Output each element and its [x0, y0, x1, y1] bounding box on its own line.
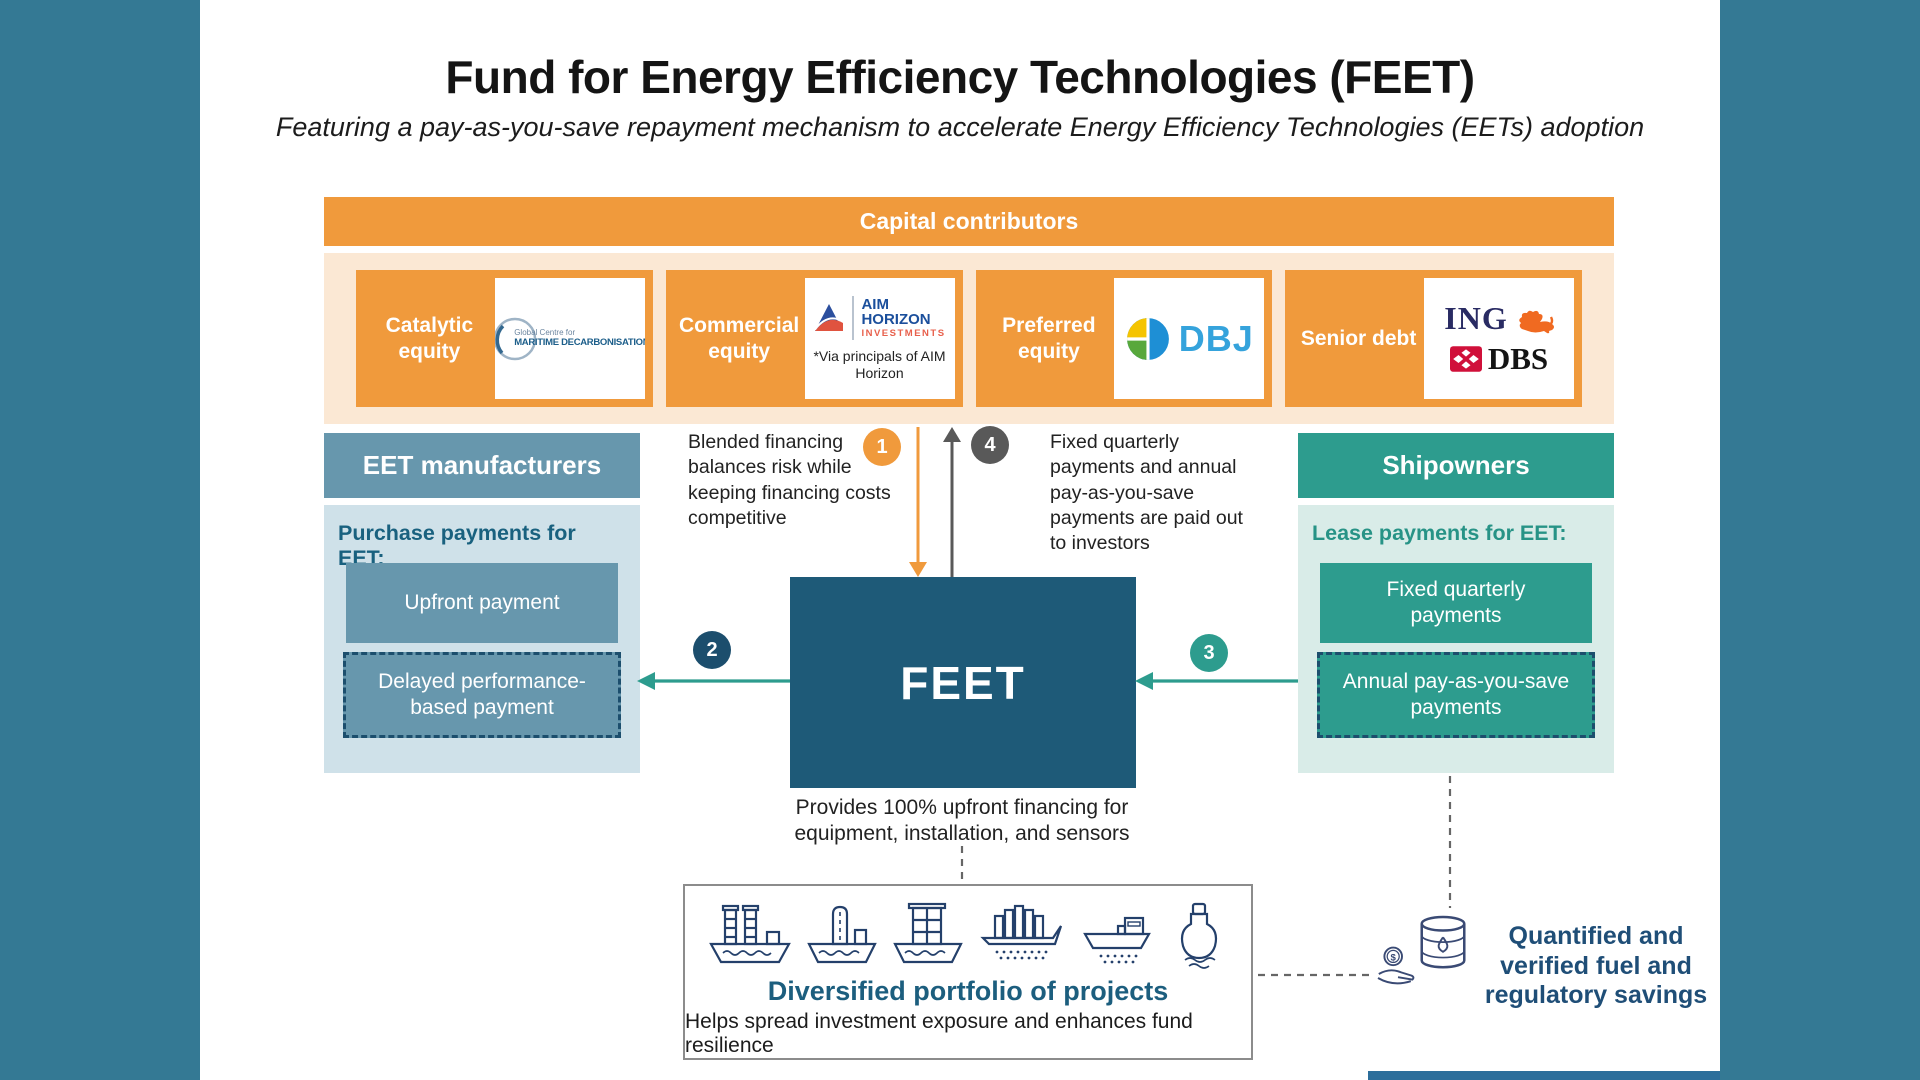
container-ship-icon	[975, 900, 1067, 972]
oil-barrel-icon	[1414, 912, 1472, 978]
step2-badge: 2	[693, 631, 731, 669]
aim-horizon-triangle-icon	[813, 302, 845, 334]
ing-wordmark: ING	[1444, 300, 1508, 336]
right-side-bar	[1720, 0, 1920, 1080]
capital-contributors-container: Catalytic equity Global Centre for MARIT…	[324, 253, 1614, 424]
step4-note: Fixed quarterly payments and annual pay-…	[1050, 431, 1243, 555]
ing-lion-icon	[1514, 303, 1554, 335]
left-side-bar	[0, 0, 200, 1080]
step4-badge: 4	[971, 426, 1009, 464]
bridge-ship-icon	[1075, 900, 1159, 972]
aim-logo-divider	[852, 295, 855, 340]
coin-dollar-glyph: $	[1391, 952, 1397, 963]
upfront-payment-box: Upfront payment	[346, 563, 618, 643]
feet-caption: Provides 100% upfront financing for equi…	[794, 796, 1130, 846]
dbj-logo-panel: DBJ	[1114, 278, 1265, 399]
aim-horizon-logo-panel: AIM HORIZON INVESTMENTS *Via principals …	[804, 278, 955, 399]
step1-note: Blended financing balances risk while ke…	[688, 431, 891, 530]
fixed-quarterly-box: Fixed quarterly payments	[1320, 563, 1592, 643]
dbs-wordmark: DBS	[1487, 341, 1549, 376]
arrow-capital-to-feet-head	[909, 562, 927, 577]
gcmd-logo-line1: Global Centre for	[514, 327, 576, 337]
investments-word: INVESTMENTS	[861, 327, 946, 339]
aim-horizon-note: *Via principals of AIM Horizon	[813, 347, 946, 381]
purchase-payments-title: Purchase payments for EET:	[338, 521, 576, 570]
step1-badge: 1	[863, 428, 901, 466]
senior-debt-label: Senior debt	[1300, 326, 1417, 350]
page-subtitle: Featuring a pay-as-you-save repayment me…	[275, 112, 1645, 142]
bottom-edge-strip	[1368, 1071, 1720, 1080]
portfolio-title: Diversified portfolio of projects	[767, 976, 1169, 1006]
gcmd-logo-line2: MARITIME DECARBONISATION	[514, 336, 645, 348]
catalytic-equity-box: Catalytic equity Global Centre for MARIT…	[356, 270, 653, 407]
dbj-wordmark: DBJ	[1178, 317, 1254, 359]
arrow-feet-to-investors-head	[943, 427, 961, 442]
shipowners-panel: Lease payments for EET: Fixed quarterly …	[1298, 505, 1614, 773]
flettner-rotor-ship-icon	[803, 900, 881, 972]
eet-manufacturers-header: EET manufacturers	[324, 433, 640, 498]
page-title: Fund for Energy Efficiency Technologies …	[445, 51, 1475, 103]
bow-view-ship-icon	[1167, 900, 1231, 972]
hand-coin-icon: $	[1374, 942, 1422, 990]
feet-fund-box: FEET	[790, 577, 1136, 788]
capital-contributors-header: Capital contributors	[324, 197, 1614, 246]
arrow-shipowners-to-feet-head	[1135, 672, 1153, 690]
lease-payments-title: Lease payments for EET:	[1312, 521, 1567, 545]
delayed-payment-box: Delayed performance-based payment	[343, 652, 621, 738]
dbj-globe-icon	[1125, 316, 1171, 362]
shipowners-header: Shipowners	[1298, 433, 1614, 498]
rotor-sail-ship-icon	[705, 900, 795, 972]
portfolio-subtitle: Helps spread investment exposure and enh…	[685, 1010, 1193, 1057]
ship-icons-row	[705, 900, 1231, 972]
wind-sail-ship-icon	[889, 900, 967, 972]
savings-label: Quantified and verified fuel and regulat…	[1484, 922, 1708, 1009]
commercial-equity-label: Commercial equity	[679, 314, 800, 363]
eet-manufacturers-panel: Purchase payments for EET: Upfront payme…	[324, 505, 640, 773]
portfolio-box: Diversified portfolio of projects Helps …	[683, 884, 1253, 1060]
catalytic-equity-label: Catalytic equity	[385, 314, 474, 363]
annual-pays-box: Annual pay-as-you-save payments	[1317, 652, 1595, 738]
ing-dbs-logo-panel: ING	[1424, 278, 1574, 399]
gcmd-logo-panel: Global Centre for MARITIME DECARBONISATI…	[494, 278, 645, 399]
senior-debt-box: Senior debt ING	[1285, 270, 1582, 407]
commercial-equity-box: Commercial equity AIM HORIZON INV	[665, 270, 963, 407]
step3-badge: 3	[1190, 634, 1228, 672]
aim-word: AIM	[861, 295, 889, 313]
dbs-mark-icon	[1449, 346, 1482, 372]
horizon-word: HORIZON	[861, 310, 931, 328]
gcmd-circle-icon	[494, 314, 540, 364]
preferred-equity-box: Preferred equity DBJ	[975, 270, 1273, 407]
preferred-equity-label: Preferred equity	[1002, 314, 1096, 363]
